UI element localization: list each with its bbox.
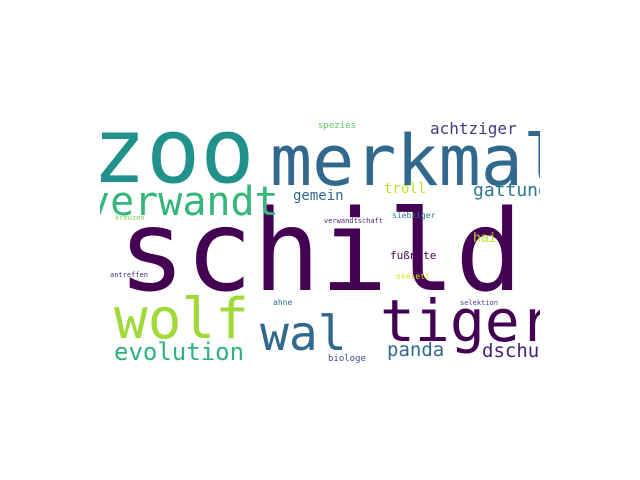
cloud-word-15: fußnote — [390, 249, 436, 262]
cloud-word-17: biologe — [328, 354, 366, 364]
cloud-word-24: selektion — [460, 299, 498, 307]
cloud-word-18: ahne — [273, 298, 292, 307]
cloud-word-3: tiger — [380, 287, 540, 355]
cloud-word-10: gattung — [473, 180, 540, 201]
cloud-word-12: gemein — [293, 188, 344, 204]
cloud-word-21: verwandtschaft — [324, 217, 383, 225]
cloud-word-20: siebziger — [392, 211, 436, 220]
cloud-word-19: skelett — [396, 272, 430, 281]
cloud-word-5: wal — [260, 306, 347, 362]
cloud-word-13: troll — [384, 181, 426, 197]
cloud-word-0: schild — [118, 187, 523, 317]
cloud-word-7: evolution — [114, 338, 244, 366]
cloud-word-14: hai — [473, 231, 496, 246]
cloud-word-22: kreuzen — [115, 214, 145, 222]
cloud-word-11: achtziger — [430, 119, 517, 138]
cloud-word-4: wolf — [114, 287, 249, 352]
cloud-word-2: merkmal — [270, 120, 540, 202]
cloud-word-16: spezies — [318, 121, 356, 131]
cloud-word-1: zoo — [100, 105, 255, 204]
cloud-word-9: panda — [387, 339, 444, 361]
cloud-word-8: dschungel — [482, 340, 540, 362]
cloud-word-23: antreffen — [110, 271, 148, 279]
cloud-word-6: verwandt — [100, 179, 279, 225]
